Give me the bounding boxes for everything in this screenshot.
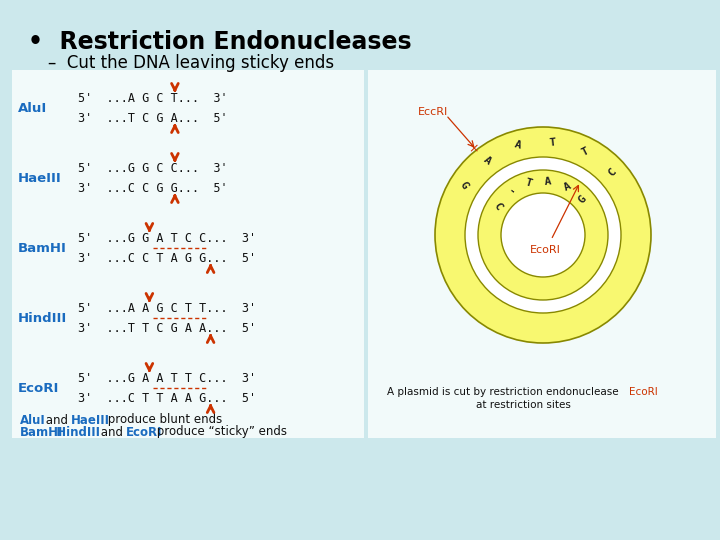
Text: G: G <box>577 193 589 205</box>
Text: EccRI: EccRI <box>418 107 449 117</box>
Bar <box>368 70 716 438</box>
Text: HaeIII: HaeIII <box>71 414 109 427</box>
Text: 3'  ...C C T A G G...  5': 3' ...C C T A G G... 5' <box>78 252 256 265</box>
Text: –  Cut the DNA leaving sticky ends: – Cut the DNA leaving sticky ends <box>48 54 334 72</box>
Text: and: and <box>42 414 76 427</box>
Text: •  Restriction Endonucleases: • Restriction Endonucleases <box>28 30 412 54</box>
Text: ×: × <box>468 143 479 156</box>
Text: 3'  ...C T T A A G...  5': 3' ...C T T A A G... 5' <box>78 392 256 404</box>
Text: A: A <box>513 140 523 151</box>
Circle shape <box>478 170 608 300</box>
Text: BamHI: BamHI <box>20 426 63 438</box>
Text: G: G <box>458 180 470 191</box>
Text: A: A <box>562 181 572 193</box>
Text: 5'  ...A G C T...  3': 5' ...A G C T... 3' <box>78 91 228 105</box>
Circle shape <box>465 157 621 313</box>
Text: T: T <box>580 146 590 158</box>
Text: -: - <box>505 186 517 198</box>
Text: 3'  ...C C G G...  5': 3' ...C C G G... 5' <box>78 181 228 194</box>
Text: HaeIII: HaeIII <box>18 172 62 185</box>
Text: EcoRI: EcoRI <box>18 381 59 395</box>
Text: EcoRI: EcoRI <box>530 245 560 255</box>
Text: at restriction sites: at restriction sites <box>476 400 570 410</box>
Text: AluI: AluI <box>18 102 48 114</box>
Text: HindIII: HindIII <box>48 426 99 438</box>
Text: 5'  ...G G A T C C...  3': 5' ...G G A T C C... 3' <box>78 232 256 245</box>
Text: 3'  ...T T C G A A...  5': 3' ...T T C G A A... 5' <box>78 321 256 334</box>
Circle shape <box>435 127 651 343</box>
Text: HindIII: HindIII <box>18 312 67 325</box>
Text: C: C <box>492 201 504 212</box>
Text: A: A <box>544 177 552 187</box>
Text: 5'  ...A A G C T T...  3': 5' ...A A G C T T... 3' <box>78 301 256 314</box>
Text: BamHI: BamHI <box>18 241 67 254</box>
Text: and: and <box>97 426 130 438</box>
Text: produce “sticky” ends: produce “sticky” ends <box>153 426 287 438</box>
Text: 3'  ...T C G A...  5': 3' ...T C G A... 5' <box>78 111 228 125</box>
Bar <box>12 70 364 438</box>
Text: produce blunt ends: produce blunt ends <box>104 414 222 427</box>
Text: C: C <box>606 167 618 179</box>
Text: T: T <box>548 137 556 148</box>
Text: EcoRI: EcoRI <box>126 426 162 438</box>
Text: 5'  ...G G C C...  3': 5' ...G G C C... 3' <box>78 161 228 174</box>
Text: A plasmid is cut by restriction endonuclease: A plasmid is cut by restriction endonucl… <box>387 387 618 397</box>
Text: T: T <box>524 178 534 189</box>
Text: EcoRI: EcoRI <box>629 387 657 397</box>
Circle shape <box>501 193 585 277</box>
Text: A: A <box>482 154 493 166</box>
Text: 5'  ...G A A T T C...  3': 5' ...G A A T T C... 3' <box>78 372 256 384</box>
Text: AluI: AluI <box>20 414 46 427</box>
